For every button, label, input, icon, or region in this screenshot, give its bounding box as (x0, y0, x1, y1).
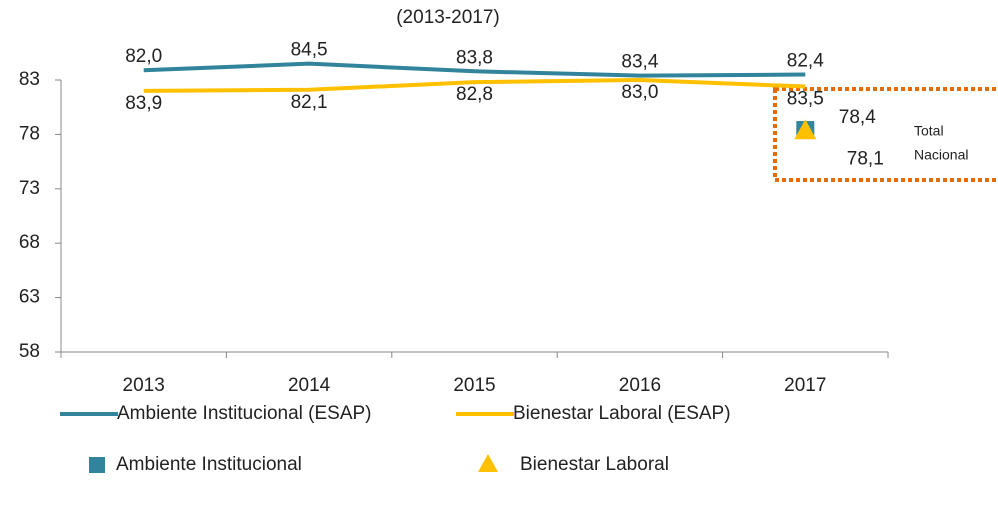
data-label: 82,1 (291, 92, 328, 113)
data-label: 83,0 (621, 82, 658, 103)
legend-marker (478, 454, 498, 472)
marker-label: 78,1 (847, 148, 884, 169)
highlight-box (773, 87, 998, 182)
data-label: 82,8 (456, 84, 493, 105)
y-tick-label: 78 (19, 123, 40, 144)
y-tick-label: 73 (19, 178, 40, 199)
legend-label: Ambiente Institucional (116, 454, 302, 475)
data-label: 83,9 (125, 93, 162, 114)
y-tick-label: 63 (19, 287, 40, 308)
data-label: 82,4 (787, 51, 824, 72)
y-tick-label: 83 (19, 69, 40, 90)
legend-label: Bienestar Laboral (ESAP) (513, 403, 731, 424)
chart-title: (2013-2017) (396, 7, 500, 28)
y-tick-label: 68 (19, 232, 40, 253)
marker (794, 119, 817, 140)
data-label: 83,8 (456, 47, 493, 68)
marker-label: 78,4 (839, 107, 876, 128)
annotation: Nacional (914, 147, 968, 163)
x-tick-label: 2014 (288, 375, 331, 396)
line-series (143, 61, 806, 78)
legend-label: Ambiente Institucional (ESAP) (117, 403, 372, 424)
data-label: 84,5 (291, 40, 328, 61)
x-tick-label: 2013 (123, 375, 165, 396)
legend-label: Bienestar Laboral (520, 454, 669, 475)
annotation: Total (914, 123, 944, 139)
line-series (143, 78, 806, 93)
x-tick-label: 2016 (619, 375, 661, 396)
x-tick-label: 2015 (453, 375, 495, 396)
y-tick-label: 58 (19, 341, 40, 362)
data-label: 83,4 (621, 52, 658, 73)
x-tick-label: 2017 (784, 375, 826, 396)
data-label: 83,5 (787, 89, 824, 110)
legend-marker (89, 457, 105, 473)
data-label: 82,0 (125, 46, 162, 67)
